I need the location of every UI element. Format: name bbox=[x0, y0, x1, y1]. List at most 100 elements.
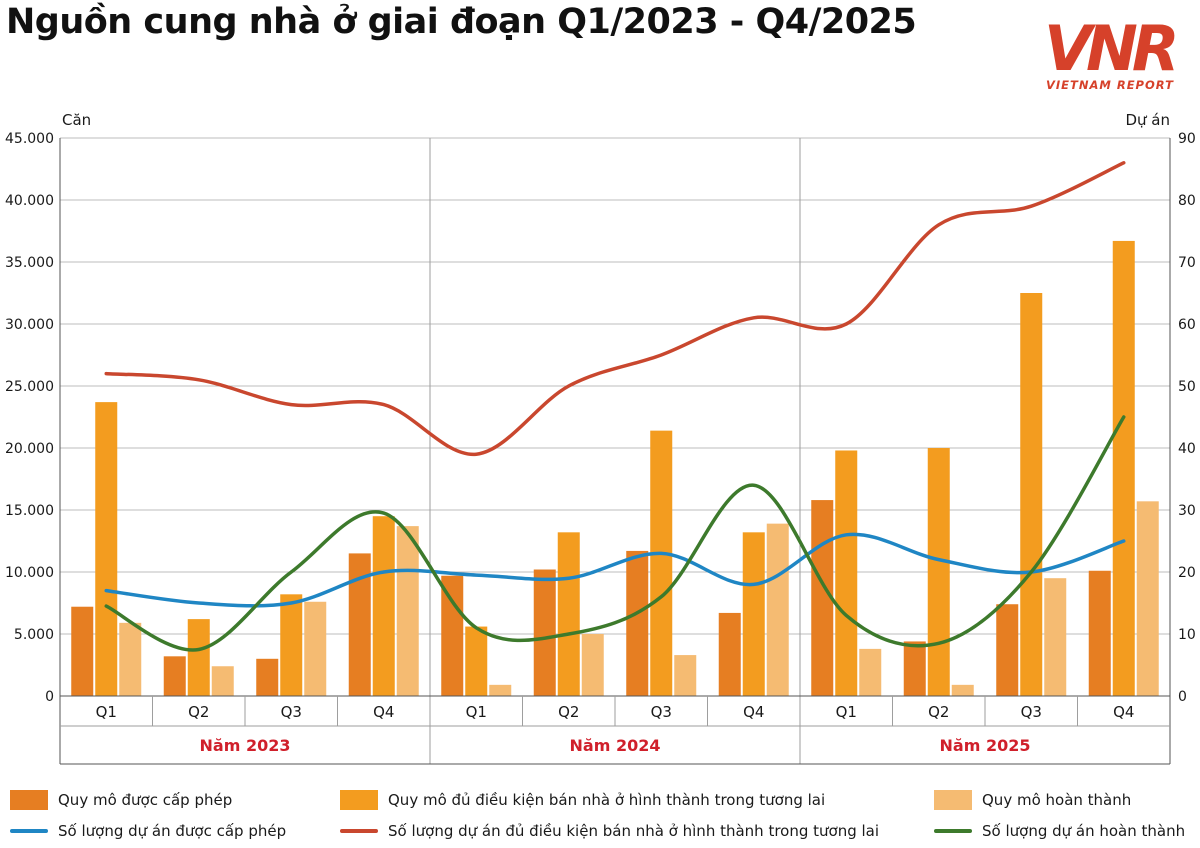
y-right-tick-label: 0 bbox=[1178, 689, 1187, 705]
x-tick-label: Q2 bbox=[188, 703, 209, 721]
x-tick-label: Q1 bbox=[836, 703, 857, 721]
x-tick-label: Q2 bbox=[928, 703, 949, 721]
x-tick-label: Q4 bbox=[743, 703, 764, 721]
legend: Quy mô được cấp phép Quy mô đủ điều kiện… bbox=[0, 782, 1200, 848]
legend-label-eligible: Quy mô đủ điều kiện bán nhà ở hình thành… bbox=[388, 791, 826, 809]
y-right-tick-label: 60 bbox=[1178, 317, 1196, 333]
series-lines bbox=[104, 161, 1126, 652]
legend-item-eligible: Quy mô đủ điều kiện bán nhà ở hình thành… bbox=[340, 790, 825, 810]
bar-eligible bbox=[742, 532, 765, 696]
year-group-label: Năm 2023 bbox=[200, 736, 291, 755]
x-tick-label: Q3 bbox=[1021, 703, 1042, 721]
bar-licensed bbox=[903, 641, 926, 696]
bar-completed bbox=[581, 634, 604, 696]
legend-label-completed-projects: Số lượng dự án hoàn thành bbox=[982, 822, 1186, 840]
chart-title: Nguồn cung nhà ở giai đoạn Q1/2023 - Q4/… bbox=[6, 2, 917, 42]
bar-eligible bbox=[650, 430, 673, 696]
year-group-label: Năm 2025 bbox=[940, 736, 1031, 755]
bar-completed bbox=[1044, 578, 1067, 696]
x-tick-label: Q3 bbox=[651, 703, 672, 721]
legend-label-completed: Quy mô hoàn thành bbox=[982, 791, 1132, 809]
legend-item-licensed-projects: Số lượng dự án được cấp phép bbox=[10, 822, 286, 840]
y-left-tick-label: 10.000 bbox=[5, 565, 54, 581]
x-tick-label: Q4 bbox=[1113, 703, 1134, 721]
year-group-label: Năm 2024 bbox=[570, 736, 661, 755]
grid-lines bbox=[59, 137, 1171, 764]
y-right-tick-label: 20 bbox=[1178, 565, 1196, 581]
line-completed-projects bbox=[104, 415, 1126, 652]
bar-completed bbox=[304, 601, 327, 696]
legend-swatch-completed bbox=[934, 790, 972, 810]
bar-licensed bbox=[163, 656, 186, 696]
y-right-tick-label: 10 bbox=[1178, 627, 1196, 643]
line-licensed-projects bbox=[104, 532, 1126, 608]
legend-item-eligible-projects: Số lượng dự án đủ điều kiện bán nhà ở hì… bbox=[340, 822, 879, 840]
bar-eligible bbox=[280, 594, 303, 696]
legend-swatch-eligible bbox=[340, 790, 378, 810]
y-right-tick-label: 40 bbox=[1178, 441, 1196, 457]
logo-subtitle: VIETNAM REPORT bbox=[1046, 78, 1174, 92]
bar-eligible bbox=[835, 450, 858, 696]
bar-eligible bbox=[557, 532, 580, 696]
y-left-tick-label: 35.000 bbox=[5, 255, 54, 271]
bar-eligible bbox=[372, 516, 395, 696]
legend-item-completed: Quy mô hoàn thành bbox=[934, 790, 1131, 810]
vnr-logo-mark: VNR bbox=[1044, 12, 1181, 85]
legend-line-completed-projects bbox=[934, 829, 972, 833]
y-left-tick-label: 25.000 bbox=[5, 379, 54, 395]
bar-completed bbox=[674, 655, 697, 696]
axes: 0 5.000 10.000 15.000 20.000 25.000 30.000 35.0… bbox=[5, 131, 1196, 765]
bar-licensed bbox=[441, 575, 464, 696]
bar-eligible bbox=[95, 402, 118, 696]
bar-completed bbox=[859, 648, 882, 696]
bar-eligible bbox=[1020, 293, 1043, 696]
y-right-axis-label: Dự án bbox=[1125, 111, 1170, 129]
bar-completed bbox=[489, 684, 512, 696]
x-tick-label: Q1 bbox=[96, 703, 117, 721]
bar-licensed bbox=[71, 606, 94, 696]
bar-completed bbox=[1136, 501, 1159, 696]
bar-eligible bbox=[465, 626, 488, 696]
bars bbox=[71, 240, 1159, 697]
y-left-tick-label: 30.000 bbox=[5, 317, 54, 333]
y-left-axis-label: Căn bbox=[62, 111, 91, 129]
y-right-tick-label: 80 bbox=[1178, 193, 1196, 209]
bar-licensed bbox=[996, 604, 1019, 696]
bar-licensed bbox=[256, 658, 279, 696]
bar-completed bbox=[119, 622, 142, 696]
x-tick-label: Q1 bbox=[466, 703, 487, 721]
bar-eligible bbox=[187, 619, 210, 696]
bar-licensed bbox=[533, 569, 556, 696]
bar-licensed bbox=[626, 550, 649, 696]
legend-label-eligible-projects: Số lượng dự án đủ điều kiện bán nhà ở hì… bbox=[388, 822, 880, 840]
legend-label-licensed-projects: Số lượng dự án được cấp phép bbox=[58, 822, 287, 840]
legend-label-licensed: Quy mô được cấp phép bbox=[58, 791, 233, 809]
y-right-tick-label: 30 bbox=[1178, 503, 1196, 519]
bar-completed bbox=[766, 523, 789, 696]
bar-completed bbox=[211, 666, 234, 696]
bar-licensed bbox=[1088, 570, 1111, 696]
y-left-tick-label: 0 bbox=[45, 689, 54, 705]
x-tick-label: Q2 bbox=[558, 703, 579, 721]
y-right-tick-label: 70 bbox=[1178, 255, 1196, 271]
bar-eligible bbox=[927, 448, 950, 696]
x-tick-label: Q4 bbox=[373, 703, 394, 721]
legend-line-eligible-projects bbox=[340, 829, 378, 833]
y-left-tick-label: 15.000 bbox=[5, 503, 54, 519]
bar-completed bbox=[396, 526, 419, 696]
legend-line-licensed-projects bbox=[10, 829, 48, 833]
combo-chart: 0 5.000 10.000 15.000 20.000 25.000 30.000 35.0… bbox=[5, 111, 1196, 765]
logo-text: VNR bbox=[1044, 12, 1175, 85]
y-left-tick-label: 5.000 bbox=[14, 627, 54, 643]
bar-completed bbox=[951, 684, 974, 696]
y-left-tick-label: 20.000 bbox=[5, 441, 54, 457]
y-right-tick-label: 90 bbox=[1178, 131, 1196, 147]
legend-item-licensed: Quy mô được cấp phép bbox=[10, 790, 232, 810]
y-left-tick-label: 45.000 bbox=[5, 131, 54, 147]
line-eligible-projects bbox=[104, 161, 1126, 456]
bar-eligible bbox=[1112, 240, 1135, 697]
y-right-tick-label: 50 bbox=[1178, 379, 1196, 395]
x-tick-label: Q3 bbox=[281, 703, 302, 721]
bar-licensed bbox=[348, 553, 371, 696]
y-left-tick-label: 40.000 bbox=[5, 193, 54, 209]
